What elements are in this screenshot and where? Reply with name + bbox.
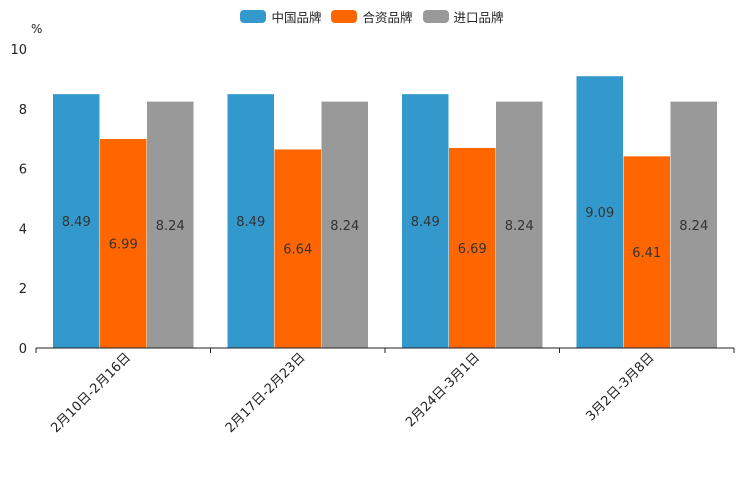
legend-swatch-joint-venture [331, 10, 358, 23]
bar[interactable] [496, 101, 543, 349]
legend-swatch-imported [422, 10, 449, 23]
x-tick-label: 3月2日-3月8日 [583, 350, 657, 424]
bar-value-label: 8.24 [156, 219, 185, 234]
x-tick-label: 2月10日-2月16日 [48, 350, 134, 436]
bar-value-label: 8.24 [505, 219, 534, 234]
legend-item-joint-venture[interactable]: 合资品牌 [331, 7, 413, 26]
bar-value-label: 6.69 [458, 242, 487, 257]
bar-value-label: 8.49 [236, 215, 265, 230]
y-tick-label: 4 [19, 222, 27, 237]
y-tick-label: 2 [19, 282, 27, 297]
legend-swatch-domestic [240, 10, 267, 23]
bar[interactable] [449, 147, 496, 348]
bar-value-label: 8.49 [411, 215, 440, 230]
bar-value-label: 8.24 [679, 219, 708, 234]
bar[interactable] [100, 138, 147, 348]
bar[interactable] [227, 94, 275, 348]
bar[interactable] [147, 101, 194, 349]
bar[interactable] [53, 94, 100, 348]
bar[interactable] [576, 76, 624, 349]
bar-value-label: 6.99 [109, 237, 138, 252]
bar-value-label: 6.41 [632, 246, 661, 261]
bar-value-label: 6.64 [283, 243, 312, 258]
bar-value-label: 8.49 [62, 215, 91, 230]
bar[interactable] [321, 101, 369, 349]
y-axis-unit: % [31, 22, 43, 36]
bar[interactable] [402, 94, 449, 348]
bar-value-label: 9.09 [585, 206, 614, 221]
bar-value-label: 8.24 [330, 219, 359, 234]
legend-label-domestic: 中国品牌 [271, 10, 322, 25]
x-tick-label: 2月24日-3月1日 [403, 350, 483, 430]
bar[interactable] [670, 101, 718, 349]
y-tick-label: 8 [19, 103, 27, 118]
y-tick-label: 0 [19, 342, 27, 357]
legend-label-imported: 进口品牌 [453, 10, 504, 25]
legend-item-imported[interactable]: 进口品牌 [422, 7, 504, 26]
y-tick-label: 6 [19, 163, 27, 178]
x-tick-label: 2月17日-2月23日 [223, 350, 309, 436]
bar[interactable] [623, 156, 671, 348]
chart-legend: 中国品牌 合资品牌 进口品牌 [0, 7, 744, 26]
legend-item-domestic[interactable]: 中国品牌 [240, 7, 321, 26]
legend-label-joint-venture: 合资品牌 [362, 10, 413, 25]
bar[interactable] [274, 149, 322, 348]
y-tick-label: 10 [10, 43, 27, 58]
